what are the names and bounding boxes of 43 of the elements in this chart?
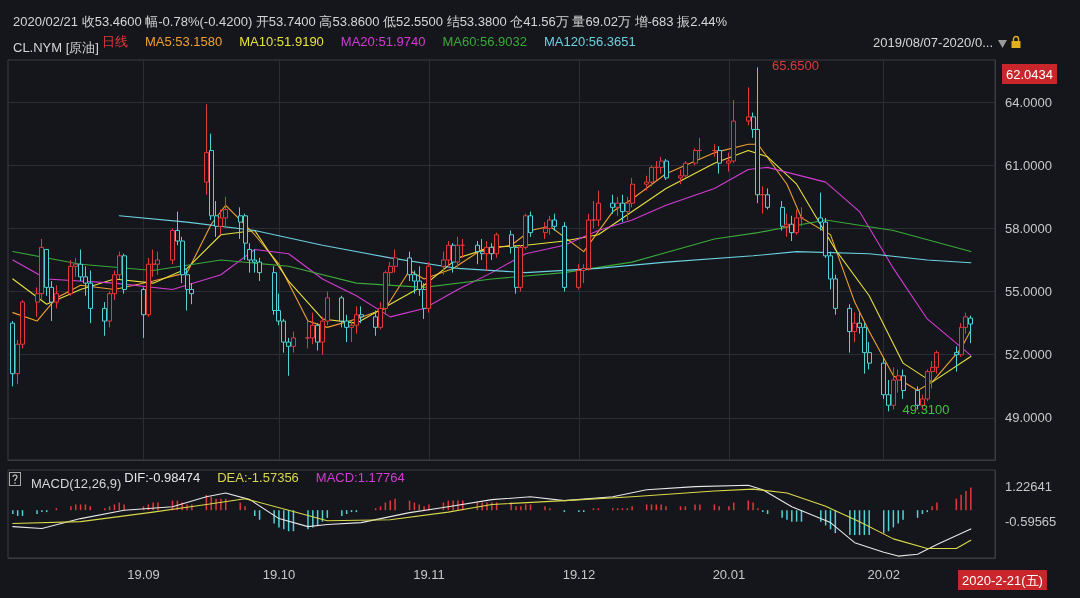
candlestick — [717, 145, 722, 175]
candlestick — [596, 190, 601, 227]
candlestick — [765, 187, 770, 210]
candlestick — [475, 240, 480, 265]
line-series — [12, 166, 972, 356]
chart-subtitle: CL.NYM [原油] — [13, 40, 99, 55]
text: 2019/08/07-2020/0... — [873, 35, 993, 50]
text: 2020-2-21(五) — [962, 573, 1043, 588]
y-tick-label: 49.0000 — [1005, 410, 1052, 426]
y-tick-label: 64.0000 — [1005, 94, 1052, 110]
y-tick-label: 1.22641 — [1005, 479, 1052, 495]
series-label: DEA:-1.57356 — [217, 470, 299, 485]
x-tick-label: 19.11 — [413, 567, 445, 582]
x-tick-label: 20.02 — [867, 567, 900, 582]
candlestick — [755, 66, 760, 204]
y-tick-label: 55.0000 — [1005, 284, 1052, 300]
series-label: MACD:1.17764 — [315, 470, 405, 485]
x-tick-label: 19.10 — [262, 567, 296, 582]
annotation: 65.6500 — [771, 58, 819, 74]
chart-title: 2020/02/21 收53.4600 幅-0.78%(-0.4200) 开53.7400 高53.8600 低52.5500 结53.3800 仓41.56万 量69.02万 增-683 振2.44% — [13, 14, 728, 29]
series-label: DIF:-0.98474 — [124, 470, 201, 485]
candlestick — [562, 221, 567, 293]
text: MA5:53.1580 — [144, 34, 223, 49]
x-tick-label: 19.12 — [562, 567, 596, 582]
x-tick-label: 20.01 — [712, 567, 746, 582]
y-tick-label: 58.0000 — [1005, 220, 1052, 236]
text: MA120:56.3651 — [543, 34, 636, 49]
annotation: 49.3100 — [902, 402, 950, 418]
text: 62.0434 — [1006, 67, 1053, 82]
y-tick-label: 52.0000 — [1005, 347, 1052, 363]
x-tick-label: 19.09 — [127, 567, 160, 582]
line-series — [12, 219, 972, 288]
y-tick-label: 61.0000 — [1005, 157, 1052, 173]
candlestick — [760, 185, 765, 215]
text: MACD(12,26,9) — [31, 476, 122, 491]
line-series — [118, 215, 972, 274]
text: MA20:51.9740 — [340, 34, 426, 49]
candlestick — [712, 143, 717, 158]
text: MA10:51.9190 — [239, 34, 324, 49]
candlestick — [155, 251, 160, 276]
text: 日线 — [101, 34, 128, 49]
text: MA60:56.9032 — [442, 34, 527, 49]
y-tick-label: -0.59565 — [1005, 514, 1057, 530]
